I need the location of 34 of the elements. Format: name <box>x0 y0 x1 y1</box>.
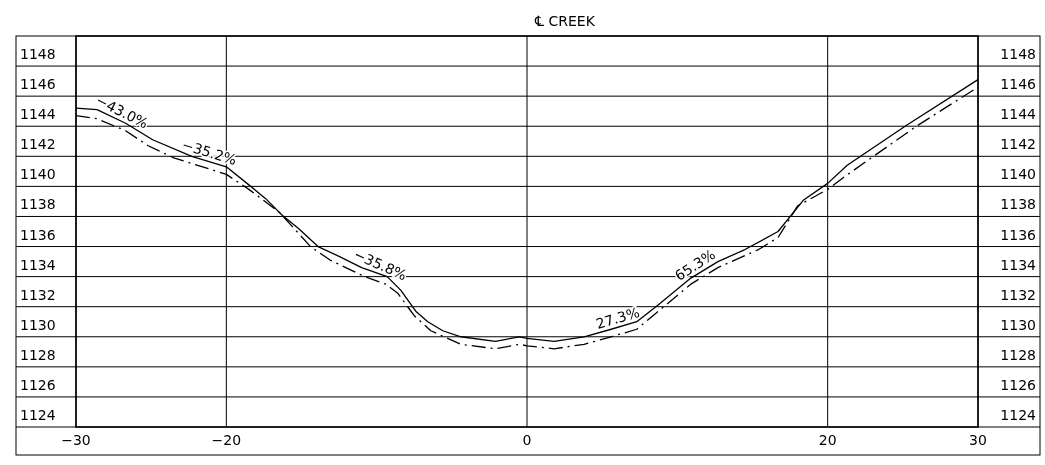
y-tick-label: 1134 <box>20 256 56 273</box>
y2-tick-label: 1126 <box>1000 376 1037 393</box>
y-tick-label: 1144 <box>20 106 56 123</box>
y2-tick-label: 1144 <box>1000 106 1037 123</box>
annotation: 27.3% <box>594 304 642 332</box>
y-tick-label: 1142 <box>20 136 56 153</box>
y2-tick-label: 1136 <box>1000 226 1037 243</box>
y2-tick-label: 1134 <box>1000 256 1037 273</box>
y-tick-label: 1138 <box>20 196 56 213</box>
y-tick-label: 1146 <box>20 76 56 93</box>
y-tick-label: 1140 <box>20 166 56 183</box>
y-tick-label: 1130 <box>20 316 56 333</box>
y-tick-label: 1124 <box>20 407 56 423</box>
x-tick-label: 20 <box>818 432 837 448</box>
x-tick-label: 0 <box>522 432 532 448</box>
y2-tick-label: 1148 <box>1000 46 1036 63</box>
y-tick-label: 1126 <box>20 376 56 393</box>
y-tick-label: 1128 <box>20 346 56 363</box>
x-tick-label: 30 <box>969 432 987 448</box>
chart-title: ℄ CREEK <box>534 13 596 29</box>
y-tick-label: 1136 <box>20 226 56 243</box>
x-tick-label: −20 <box>211 432 242 448</box>
y2-tick-label: 1128 <box>1000 346 1036 363</box>
y2-tick-label: 1140 <box>1000 166 1036 183</box>
annotation: −35.2% <box>180 136 239 169</box>
y-tick-label: 1132 <box>20 286 56 303</box>
x-tick-label: −30 <box>61 432 91 448</box>
y2-tick-label: 1138 <box>1000 196 1036 213</box>
y2-tick-label: 1124 <box>1000 407 1037 423</box>
y2-tick-label: 1146 <box>1000 76 1037 93</box>
y2-tick-label: 1142 <box>1000 136 1036 153</box>
y-tick-label: 1148 <box>20 46 56 63</box>
y2-tick-label: 1132 <box>1000 286 1036 303</box>
y2-tick-label: 1130 <box>1000 316 1036 333</box>
